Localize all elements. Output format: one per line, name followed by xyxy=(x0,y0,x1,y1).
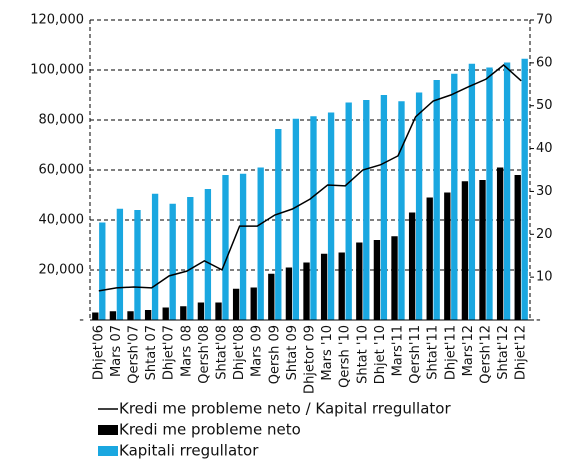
bar xyxy=(380,95,388,320)
y-tick-label: 80,000 xyxy=(39,113,85,128)
bar xyxy=(461,181,469,320)
x-tick-label: Qersh'12 xyxy=(479,325,494,384)
x-tick-label: Shtat'11 xyxy=(426,325,441,380)
bar xyxy=(169,203,176,320)
bar xyxy=(479,180,486,320)
x-tick-label: Dhjetor 09 xyxy=(303,325,318,394)
x-tick-label: Mars'12 xyxy=(461,325,476,376)
legend-label: Kapitali rregullator xyxy=(119,442,259,460)
bar xyxy=(327,112,335,320)
bar xyxy=(127,311,134,320)
x-tick-label: Shtat'08 xyxy=(215,325,230,380)
bar xyxy=(250,287,257,320)
bar xyxy=(398,101,405,320)
x-tick-label: Shtat 07 xyxy=(144,325,159,380)
y2-tick-label: 50 xyxy=(536,98,553,113)
bar xyxy=(486,67,493,320)
legend-label: Kredi me probleme neto / Kapital rregull… xyxy=(119,400,451,418)
y2-tick-label: - xyxy=(536,313,541,328)
line xyxy=(98,64,522,292)
x-tick-label: Shtat 09 xyxy=(285,325,300,380)
x-tick-label: Dhjet'08 xyxy=(232,325,247,380)
bar xyxy=(151,193,159,320)
bar xyxy=(320,253,328,320)
x-tick-label: Qersh '10 xyxy=(338,325,353,388)
x-tick-label: Mars 08 xyxy=(179,325,194,377)
bar xyxy=(345,102,352,320)
y2-tick-label: 20 xyxy=(536,227,553,242)
x-tick-label: Shtat '10 xyxy=(355,325,370,384)
legend-swatch xyxy=(98,425,118,435)
y-tick-label: - xyxy=(79,313,84,328)
x-tick-label: Dhjet'06 xyxy=(91,325,106,380)
bar xyxy=(215,302,222,320)
y-tick-label: 60,000 xyxy=(39,163,85,178)
bar xyxy=(92,312,99,320)
bar xyxy=(391,236,398,320)
bar xyxy=(197,302,205,320)
bar xyxy=(180,306,187,320)
x-tick-label: Qersh'11 xyxy=(408,325,423,384)
bar xyxy=(415,92,423,320)
bar xyxy=(373,240,381,320)
bar xyxy=(109,311,117,320)
bar xyxy=(239,173,247,320)
bar xyxy=(275,129,282,320)
y-tick-label: 40,000 xyxy=(39,213,85,228)
y-tick-label: 20,000 xyxy=(39,263,85,278)
bar xyxy=(338,252,345,320)
bar xyxy=(116,208,124,320)
bar xyxy=(232,288,240,320)
bar xyxy=(285,267,293,320)
y2-tick-label: 70 xyxy=(536,13,553,28)
bar xyxy=(356,242,363,320)
bar xyxy=(426,197,433,320)
x-tick-label: Qersh 09 xyxy=(267,325,282,384)
x-tick-label: Dhjet'12 xyxy=(514,325,529,380)
bar xyxy=(363,100,370,320)
bar xyxy=(204,189,212,320)
bar xyxy=(292,118,300,320)
bar xyxy=(408,212,416,320)
bar xyxy=(268,273,275,320)
x-tick-label: Dhjet'07 xyxy=(162,325,177,380)
bar xyxy=(222,175,229,320)
bar xyxy=(521,58,528,320)
x-tick-label: Shtat'12 xyxy=(496,325,511,380)
bar xyxy=(144,310,152,320)
bar xyxy=(468,63,476,320)
bar xyxy=(257,167,264,320)
bar xyxy=(303,262,310,320)
x-tick-label: Qersh'07 xyxy=(127,325,142,384)
x-tick-label: Mars '10 xyxy=(320,325,335,381)
x-tick-label: Mars 09 xyxy=(250,325,265,377)
bar xyxy=(444,192,451,320)
bar xyxy=(496,167,504,320)
x-tick-label: Qersh'08 xyxy=(197,325,212,384)
y2-tick-label: 40 xyxy=(536,141,553,156)
bar xyxy=(433,80,440,320)
x-tick-label: Dhjet '10 xyxy=(373,325,388,384)
bar xyxy=(134,210,141,320)
bar xyxy=(451,73,458,320)
x-tick-label: Mars'11 xyxy=(391,325,406,376)
y2-tick-label: 30 xyxy=(536,184,553,199)
y-tick-label: 100,000 xyxy=(30,63,84,78)
bar xyxy=(162,307,169,320)
bar xyxy=(187,197,194,320)
bar xyxy=(310,116,317,320)
bar xyxy=(503,62,511,320)
legend-swatch xyxy=(98,446,118,456)
x-tick-label: Dhjet'11 xyxy=(443,325,458,380)
bar xyxy=(99,222,106,320)
x-tick-label: Mars 07 xyxy=(109,325,124,377)
bar xyxy=(514,175,521,320)
y2-tick-label: 60 xyxy=(536,55,553,70)
legend-label: Kredi me probleme neto xyxy=(119,421,301,439)
y2-tick-label: 10 xyxy=(536,270,553,285)
y-tick-label: 120,000 xyxy=(30,13,84,28)
